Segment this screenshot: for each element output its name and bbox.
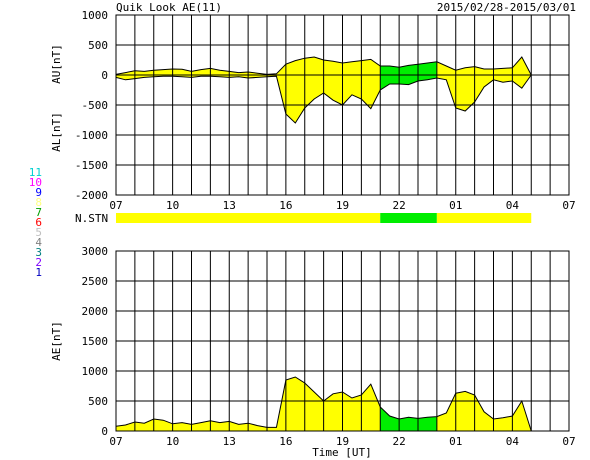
y-tick-label: 500 [88,39,108,52]
stn-bar-segment [436,213,532,223]
station-number-8: 8 [35,196,42,209]
x-tick-label: 04 [506,199,520,212]
area-normal-a [116,377,381,431]
y-tick-label: 1000 [82,365,109,378]
station-number-2: 2 [35,256,42,269]
station-number-6: 6 [35,216,42,229]
station-number-11: 11 [28,166,42,179]
x-tick-label: 04 [506,435,520,448]
y-tick-label: -1000 [75,129,108,142]
date-range: 2015/02/28-2015/03/01 [436,1,576,14]
y-tick-label: 2500 [82,275,109,288]
station-number-9: 9 [35,186,42,199]
area-normal-a [116,57,381,123]
area-highlight [380,61,437,90]
y-tick-label: -1500 [75,159,108,172]
plot-frame [115,250,570,432]
y-tick-label: -500 [82,99,109,112]
x-tick-label: 16 [279,435,292,448]
y-axis-label-al: AL[nT] [50,112,63,152]
x-tick-label: 22 [393,435,406,448]
station-number-1: 1 [35,266,42,279]
y-tick-label: 1000 [82,9,109,22]
y-tick-label: 500 [88,395,108,408]
station-number-4: 4 [35,236,42,249]
station-number-5: 5 [35,226,42,239]
x-tick-label: 01 [449,435,462,448]
y-tick-label: 1500 [82,335,109,348]
x-tick-label: 07 [109,435,122,448]
stn-label: N.STN [75,212,108,225]
x-tick-label: 10 [166,199,179,212]
x-tick-label: 07 [109,199,122,212]
y-axis-label-ae: AE[nT] [50,321,63,361]
stn-bar-segment [116,213,381,223]
x-tick-label: 16 [279,199,292,212]
x-axis-label: Time [UT] [312,446,372,459]
x-tick-label: 13 [223,199,236,212]
plot-frame [115,14,570,196]
x-tick-label: 19 [336,199,349,212]
y-tick-label: 3000 [82,245,109,258]
x-tick-label: 07 [562,199,575,212]
y-axis-label-au: AU[nT] [50,44,63,84]
x-tick-label: 22 [393,199,406,212]
x-tick-label: 07 [562,435,575,448]
y-tick-label: 0 [101,69,108,82]
station-number-7: 7 [35,206,42,219]
stn-bar-segment [380,213,437,223]
area-normal-b [436,57,532,111]
station-number-10: 10 [28,176,42,189]
chart-title: Quik Look AE(11) [116,1,222,14]
x-tick-label: 19 [336,435,349,448]
y-tick-label: 2000 [82,305,109,318]
area-highlight [380,407,437,431]
y-tick-label: -2000 [75,189,108,202]
y-tick-label: 0 [101,425,108,438]
x-tick-label: 10 [166,435,179,448]
station-number-3: 3 [35,246,42,259]
x-tick-label: 13 [223,435,236,448]
x-tick-label: 01 [449,199,462,212]
